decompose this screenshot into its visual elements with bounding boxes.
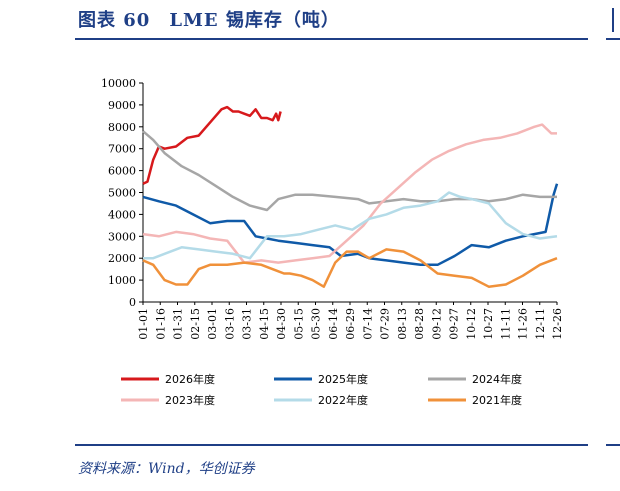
x-tick-label: 06-14 [327, 308, 340, 340]
x-tick-label: 03-16 [223, 308, 236, 340]
x-tick-label: 11-11 [499, 308, 512, 340]
x-tick-label: 05-15 [292, 308, 305, 340]
legend-label: 2026年度 [165, 372, 215, 386]
x-tick-label: 01-01 [137, 308, 150, 340]
chart-legend: 2026年度 2025年度 2024年度 2023年度 2022年度 2021年度 [121, 372, 522, 407]
series-line [142, 130, 557, 212]
x-tick-label: 02-15 [189, 308, 202, 340]
y-tick-label: 5000 [108, 187, 136, 200]
chart-title: 图表 60 LME 锡库存（吨） [78, 10, 340, 31]
adjacent-panel-edge [612, 8, 620, 32]
y-tick-label: 4000 [108, 208, 136, 221]
x-tick-label: 06-29 [344, 308, 357, 340]
y-tick-label: 10000 [101, 77, 136, 90]
legend-label: 2024年度 [472, 372, 522, 386]
footer-rule [75, 444, 588, 446]
x-tick-label: 01-16 [154, 308, 167, 340]
y-tick-label: 1000 [108, 274, 136, 287]
y-tick-label: 3000 [108, 230, 136, 243]
series-line [142, 105, 282, 185]
adjacent-panel-footer-rule [606, 444, 620, 446]
x-tick-label: 12-11 [534, 308, 547, 340]
x-tick-label: 11-26 [517, 308, 530, 340]
series-line [142, 183, 559, 267]
x-tick-label: 08-13 [396, 308, 409, 340]
x-tick-label: 08-28 [413, 308, 426, 340]
legend-label: 2022年度 [318, 393, 368, 407]
x-tick-label: 04-15 [258, 308, 271, 340]
x-tick-label: 01-31 [172, 308, 185, 340]
x-tick-label: 03-31 [241, 308, 254, 340]
y-tick-label: 7000 [108, 143, 136, 156]
adjacent-panel-rule [606, 38, 620, 40]
y-tick-label: 6000 [108, 165, 136, 178]
series-line [143, 191, 558, 260]
source-note: 资料来源：Wind，华创证券 [78, 461, 255, 477]
title-rule [75, 38, 588, 40]
y-tick-label: 0 [129, 296, 136, 309]
series-line [142, 123, 557, 264]
legend-label: 2023年度 [165, 393, 215, 407]
x-tick-label: 10-12 [465, 308, 478, 340]
x-tick-label: 05-30 [310, 308, 323, 340]
chart-axes: 0 1000 2000 3000 4000 5000 6000 7000 8000 9000 100… [101, 77, 564, 340]
y-tick-label: 8000 [108, 121, 136, 134]
series-line [142, 248, 558, 288]
chart-series [142, 105, 559, 288]
x-tick-label: 04-30 [275, 308, 288, 340]
x-tick-label: 07-14 [361, 308, 374, 340]
y-tick-label: 9000 [108, 99, 136, 112]
y-tick-label: 2000 [108, 252, 136, 265]
x-tick-label: 12-26 [551, 308, 564, 340]
legend-label: 2025年度 [318, 372, 368, 386]
x-tick-label: 09-12 [430, 308, 443, 340]
x-tick-label: 03-01 [206, 308, 219, 340]
x-tick-label: 09-27 [448, 308, 461, 340]
x-tick-label: 10-27 [482, 308, 495, 340]
x-tick-label: 07-29 [379, 308, 392, 340]
legend-label: 2021年度 [472, 393, 522, 407]
